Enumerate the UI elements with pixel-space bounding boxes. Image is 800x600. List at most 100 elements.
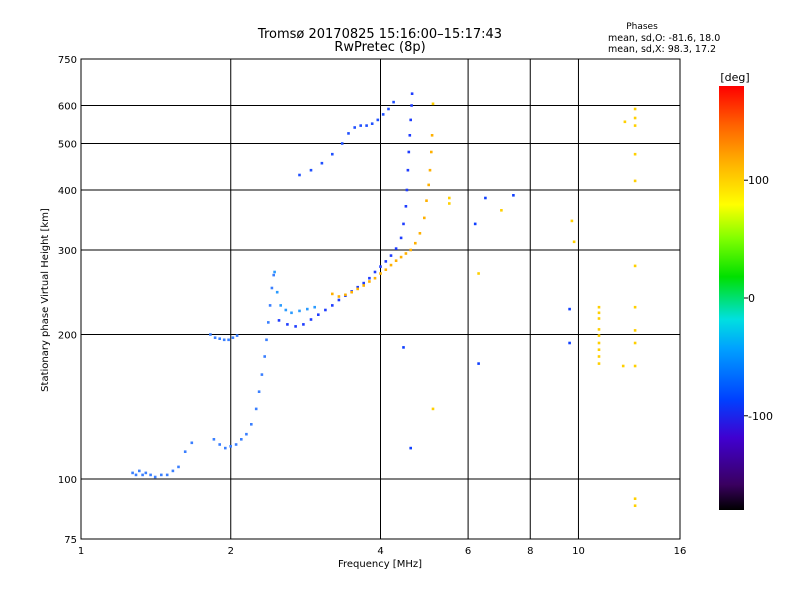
phase-stats-o: mean, sd,O: -81.6, 18.0 [608,33,721,44]
data-point [177,465,180,469]
data-point [277,319,281,322]
data-point [633,152,637,156]
data-point [302,323,305,326]
data-point [597,311,601,315]
data-point [365,124,368,127]
y-tick-label: 75 [64,535,77,546]
data-point [418,232,422,235]
colorbar-tick-label: 0 [748,292,755,305]
data-point [209,333,212,336]
data-point [406,168,410,172]
data-point [633,264,637,268]
colorbar-title: [deg] [720,71,749,84]
colorbar-ticks: 100 0 -100 [744,174,773,423]
data-point [254,407,258,411]
data-point [294,325,297,328]
data-point [279,304,282,307]
data-point [431,102,435,106]
data-point [268,304,272,307]
x-tick-label: 6 [465,546,471,557]
data-point [597,317,601,320]
data-point [213,336,217,339]
data-point [633,116,637,120]
x-tick-label: 1 [78,546,84,557]
data-point [633,179,637,183]
colorbar [719,86,744,510]
phase-stats-header: Phases [626,22,658,32]
data-point [633,124,637,127]
data-point [344,293,347,297]
data-point [313,305,316,309]
data-point [298,173,301,177]
colorbar-tick-label: 100 [748,174,769,187]
colorbar-tick-label: -100 [748,410,773,423]
x-tick-label: 10 [572,546,585,557]
data-point [222,338,226,342]
data-point [272,273,275,277]
data-point [144,471,148,475]
data-point [309,168,313,172]
data-point [263,355,266,358]
y-tick-label: 750 [58,55,77,66]
data-point [373,270,377,274]
data-point [218,443,221,446]
data-point [484,196,487,200]
data-point [409,248,412,252]
y-tick-label: 400 [58,186,77,197]
data-point [394,259,398,262]
data-point [331,292,334,296]
data-point [500,209,503,212]
x-axis-title: Frequency [MHz] [338,559,422,570]
data-point [597,328,601,331]
data-point [229,445,232,448]
data-point [410,92,414,95]
y-tick-label: 600 [58,102,77,113]
data-point [430,134,434,137]
data-point [621,364,625,368]
data-point [190,441,194,445]
data-point [633,497,637,500]
data-point [337,295,341,298]
data-point [183,450,187,453]
data-point [240,438,243,441]
data-point [410,104,413,107]
data-point [270,286,274,290]
data-point [381,113,385,116]
data-point [284,308,288,312]
data-point [171,469,175,473]
data-point [376,118,380,122]
data-point [423,216,426,220]
data-point [389,254,393,257]
data-point [370,122,374,125]
data-point [387,107,390,111]
data-point [477,272,480,275]
data-point [257,390,261,393]
data-point [633,305,637,309]
data-point [633,504,637,507]
data-point [165,473,169,477]
data-point [331,152,334,156]
data-point [414,241,417,245]
data-point [138,469,141,473]
data-point [309,318,313,321]
data-point [623,120,627,124]
x-tick-label: 4 [377,546,383,557]
data-point [347,132,350,135]
data-point [231,336,235,339]
data-point [379,265,382,268]
data-point [512,194,515,197]
data-point [290,311,293,315]
x-tick-label: 16 [674,546,687,557]
y-tick-label: 500 [58,140,77,151]
x-tick-label: 8 [527,546,533,557]
data-point [448,196,451,200]
chart-subtitle: RwPretec (8p) [334,40,426,55]
data-point [273,270,276,274]
data-point [597,305,601,309]
data-point [149,473,152,477]
data-point [227,338,230,342]
data-point [399,236,403,240]
data-point [597,348,601,351]
chart-title: Tromsø 20170825 15:16:00–15:17:43 [257,27,503,42]
y-tick-label: 100 [58,475,77,486]
